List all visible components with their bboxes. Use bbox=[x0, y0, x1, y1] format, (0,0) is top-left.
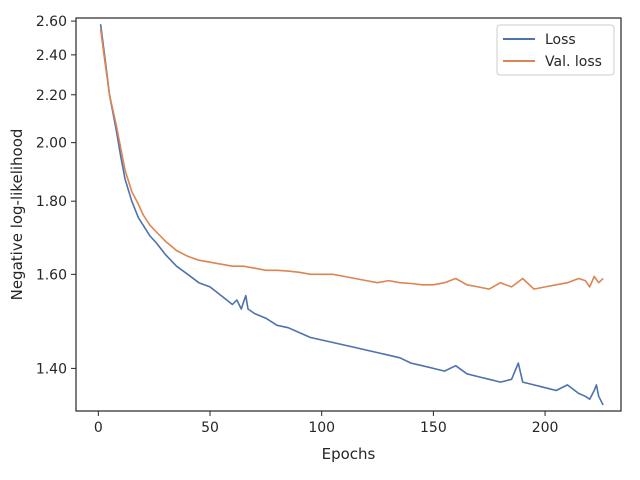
y-tick-label: 2.00 bbox=[36, 136, 67, 152]
legend-label-val-loss: Val. loss bbox=[545, 54, 602, 70]
plot-lines bbox=[99, 24, 604, 406]
y-tick-label: 1.80 bbox=[36, 194, 67, 210]
x-tick-label: 200 bbox=[532, 420, 559, 436]
series-line-val-loss bbox=[99, 28, 604, 290]
series-line-loss bbox=[99, 24, 604, 406]
x-axis-label: Epochs bbox=[322, 445, 376, 463]
legend-box bbox=[496, 24, 615, 76]
x-tick-label: 0 bbox=[94, 420, 103, 436]
legend-label-loss: Loss bbox=[545, 32, 576, 48]
legend: Loss Val. loss bbox=[496, 24, 615, 76]
y-tick-label: 1.60 bbox=[36, 267, 67, 283]
y-tick-label: 1.40 bbox=[36, 361, 67, 377]
y-axis: 1.40 1.60 1.80 2.00 2.20 2.40 2.60 bbox=[36, 14, 76, 377]
x-tick-label: 50 bbox=[201, 420, 219, 436]
x-tick-label: 150 bbox=[420, 420, 447, 436]
y-tick-label: 2.20 bbox=[36, 88, 67, 104]
plot-area-frame bbox=[75, 17, 622, 412]
x-axis: 0 50 100 150 200 bbox=[94, 411, 559, 436]
y-axis-label: Negative log-likelihood bbox=[8, 129, 26, 301]
x-tick-label: 100 bbox=[308, 420, 335, 436]
y-tick-label: 2.60 bbox=[36, 14, 67, 30]
y-tick-label: 2.40 bbox=[36, 48, 67, 64]
